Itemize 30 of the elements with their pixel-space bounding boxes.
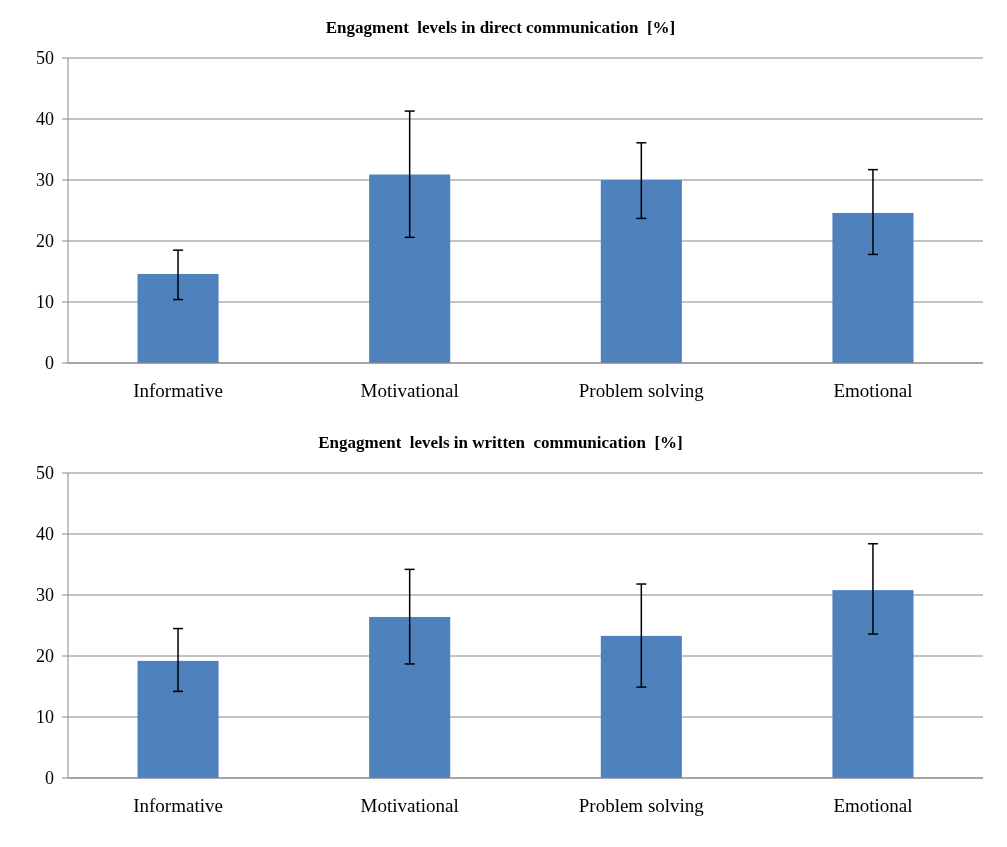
y-tick-label: 10 bbox=[36, 292, 54, 313]
x-tick-label: Problem solving bbox=[578, 795, 705, 816]
y-tick-label: 20 bbox=[36, 231, 54, 252]
x-tick-label: Emotional bbox=[833, 795, 913, 816]
y-tick-label: 20 bbox=[36, 646, 54, 667]
chart-title: Engagment levels in written communication [%] bbox=[318, 433, 683, 452]
x-tick-label: Emotional bbox=[833, 380, 913, 401]
y-tick-label: 50 bbox=[36, 48, 54, 69]
y-tick-label: 30 bbox=[36, 170, 54, 191]
bar bbox=[832, 212, 914, 363]
y-tick-label: 40 bbox=[36, 524, 54, 545]
x-tick-label: Informative bbox=[133, 380, 223, 401]
bar bbox=[600, 180, 682, 363]
bar bbox=[137, 660, 219, 778]
y-tick-label: 40 bbox=[36, 109, 54, 130]
y-tick-label: 0 bbox=[45, 768, 54, 789]
y-tick-label: 10 bbox=[36, 707, 54, 728]
x-tick-label: Informative bbox=[133, 795, 223, 816]
bar bbox=[600, 635, 682, 778]
y-tick-label: 50 bbox=[36, 463, 54, 484]
x-tick-label: Problem solving bbox=[578, 380, 705, 401]
bar bbox=[369, 616, 451, 778]
bar bbox=[369, 174, 451, 363]
bar bbox=[137, 273, 219, 363]
y-tick-label: 0 bbox=[45, 353, 54, 374]
y-tick-label: 30 bbox=[36, 585, 54, 606]
x-tick-label: Motivational bbox=[360, 795, 459, 816]
bar bbox=[832, 590, 914, 778]
x-tick-label: Motivational bbox=[360, 380, 459, 401]
chart-title: Engagment levels in direct communication [%] bbox=[325, 18, 676, 37]
